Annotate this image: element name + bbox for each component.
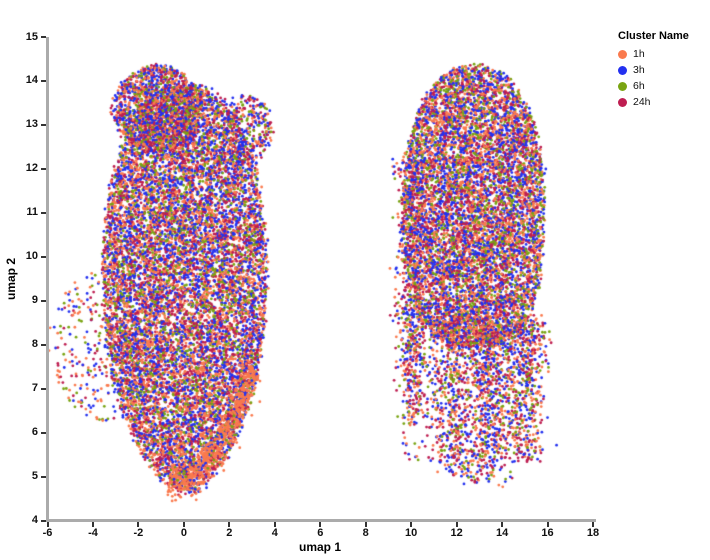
y-tick-mark bbox=[41, 519, 46, 522]
x-axis-line bbox=[46, 519, 596, 522]
x-tick-mark bbox=[546, 522, 549, 527]
y-tick-mark bbox=[41, 475, 46, 478]
legend-title: Cluster Name bbox=[618, 30, 689, 42]
x-tick-mark bbox=[273, 522, 276, 527]
y-tick-label: 10 bbox=[25, 250, 38, 263]
x-tick-label: 0 bbox=[180, 527, 187, 539]
y-tick-label: 11 bbox=[26, 206, 38, 219]
x-tick-mark bbox=[410, 522, 413, 527]
y-tick-label: 13 bbox=[25, 118, 38, 131]
y-tick-mark bbox=[41, 255, 46, 258]
y-tick-label: 8 bbox=[31, 338, 38, 351]
x-tick-mark bbox=[455, 522, 458, 527]
x-tick-label: -4 bbox=[88, 527, 98, 539]
y-tick-mark bbox=[41, 211, 46, 214]
legend-item-label: 24h bbox=[633, 96, 651, 108]
y-tick-label: 15 bbox=[25, 30, 38, 43]
x-tick-mark bbox=[91, 522, 94, 527]
y-tick-mark bbox=[41, 36, 46, 38]
x-tick-mark bbox=[592, 522, 594, 527]
legend-item-6h[interactable]: 6h bbox=[618, 80, 710, 92]
legend-swatch-icon bbox=[618, 65, 627, 75]
legend-items: 1h 3h 6h 24h bbox=[618, 48, 710, 108]
legend-swatch-icon bbox=[618, 49, 627, 59]
x-tick-label: 6 bbox=[317, 527, 324, 539]
y-axis-title: umap 2 bbox=[4, 257, 18, 301]
x-tick-mark bbox=[182, 522, 185, 527]
x-tick-mark bbox=[137, 522, 140, 527]
legend-item-label: 3h bbox=[633, 64, 645, 76]
legend-swatch-icon bbox=[618, 97, 627, 107]
legend-item-label: 1h bbox=[633, 48, 645, 60]
x-tick-label: -6 bbox=[42, 527, 53, 539]
y-tick-mark bbox=[41, 431, 46, 434]
y-tick-label: 14 bbox=[25, 74, 38, 87]
x-tick-label: 16 bbox=[541, 527, 554, 539]
x-tick-label: 10 bbox=[405, 527, 418, 539]
x-tick-label: 8 bbox=[362, 527, 369, 539]
y-tick-mark bbox=[41, 79, 46, 82]
x-tick-mark bbox=[228, 522, 231, 527]
x-tick-mark bbox=[501, 522, 504, 527]
x-tick-label: 2 bbox=[226, 527, 233, 539]
y-tick-mark bbox=[41, 123, 46, 126]
legend-item-1h[interactable]: 1h bbox=[618, 48, 710, 60]
x-tick-label: 14 bbox=[495, 527, 509, 539]
legend-item-24h[interactable]: 24h bbox=[618, 96, 710, 108]
y-tick-mark bbox=[41, 299, 46, 302]
legend: Cluster Name 1h 3h 6h 24h bbox=[618, 30, 710, 112]
y-axis-line bbox=[46, 37, 49, 522]
y-tick-mark bbox=[41, 343, 46, 346]
x-tick-mark bbox=[364, 522, 367, 527]
x-tick-label: -2 bbox=[133, 527, 144, 539]
y-tick-mark bbox=[41, 167, 46, 170]
y-tick-mark bbox=[41, 387, 46, 390]
y-tick-label: 4 bbox=[31, 514, 38, 526]
x-tick-mark bbox=[46, 522, 49, 527]
y-tick-label: 7 bbox=[31, 382, 38, 395]
legend-item-3h[interactable]: 3h bbox=[618, 64, 710, 76]
y-tick-label: 9 bbox=[31, 294, 38, 307]
x-tick-label: 4 bbox=[271, 527, 278, 539]
x-tick-label: 18 bbox=[586, 527, 600, 539]
legend-item-label: 6h bbox=[633, 80, 645, 92]
x-tick-label: 12 bbox=[450, 527, 463, 539]
y-tick-label: 12 bbox=[25, 162, 38, 175]
legend-swatch-icon bbox=[618, 81, 627, 91]
y-tick-label: 6 bbox=[31, 426, 38, 439]
x-axis-title: umap 1 bbox=[298, 540, 342, 554]
x-tick-mark bbox=[319, 522, 322, 527]
y-tick-label: 5 bbox=[31, 470, 38, 483]
